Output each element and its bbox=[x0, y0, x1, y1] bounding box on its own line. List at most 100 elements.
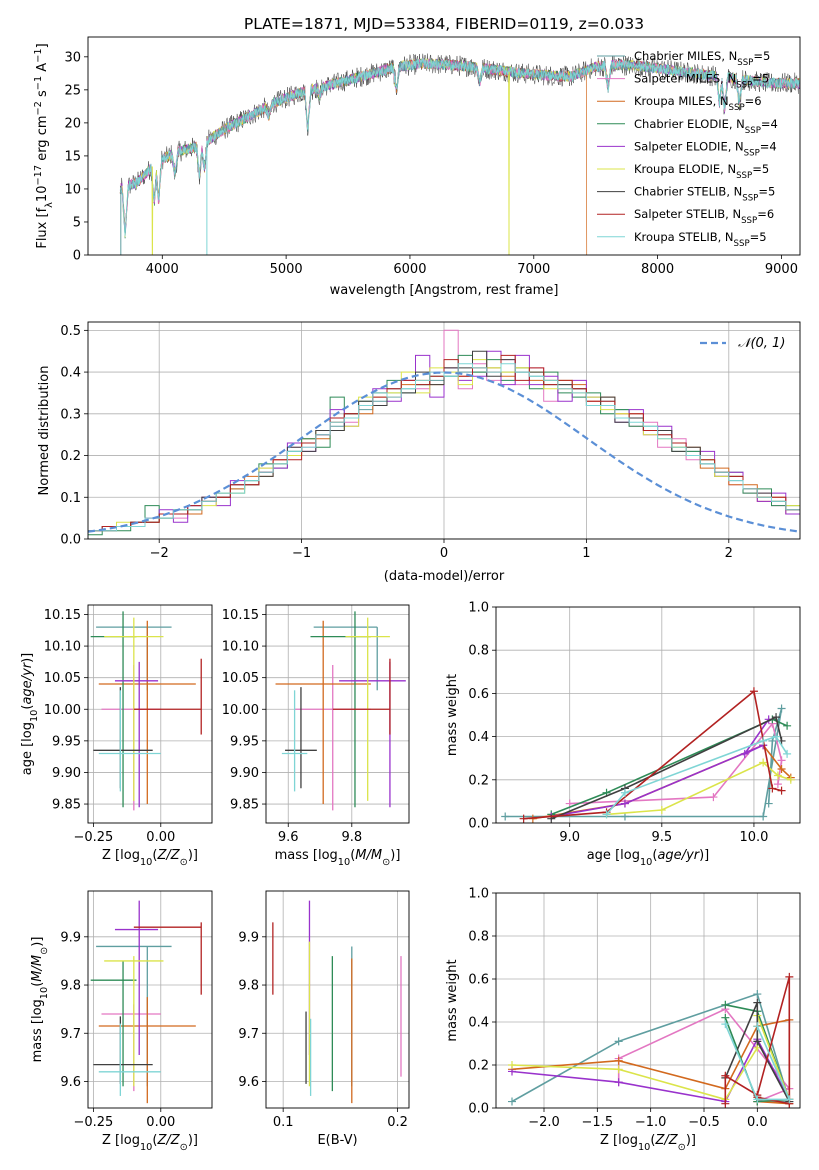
weight-marker bbox=[753, 998, 762, 1007]
weight-marker bbox=[773, 771, 782, 780]
legend-label: Kroupa MILES, NSSP=6 bbox=[634, 94, 762, 113]
y-tick-label: 10.10 bbox=[222, 640, 259, 655]
weight-marker bbox=[773, 780, 782, 789]
y-tick-label: 9.7 bbox=[238, 1027, 259, 1042]
weight-marker bbox=[753, 1095, 762, 1104]
legend-label: Chabrier MILES, NSSP=5 bbox=[634, 49, 770, 68]
legend-label: Salpeter STELIB, NSSP=6 bbox=[634, 207, 774, 226]
x-tick-label: 9.5 bbox=[651, 830, 672, 845]
y-tick-label: 0.2 bbox=[60, 449, 81, 464]
y-tick-label: 0.5 bbox=[60, 324, 81, 339]
weight-marker bbox=[772, 732, 781, 741]
y-tick-label: 0 bbox=[73, 249, 81, 264]
weight-line bbox=[606, 761, 792, 816]
weight-marker bbox=[721, 1000, 730, 1009]
weight-marker bbox=[602, 810, 611, 819]
weight-line bbox=[724, 1023, 791, 1101]
spectrum-ylabel: Flux [fλ10−17 erg cm−2 s−1 A−1] bbox=[33, 43, 55, 248]
weight-marker bbox=[620, 812, 629, 821]
y-tick-label: 0.8 bbox=[468, 930, 489, 945]
plot-area bbox=[266, 605, 409, 823]
legend-label: Salpeter MILES, NSSP=5 bbox=[634, 72, 769, 91]
weight-marker bbox=[783, 721, 792, 730]
y-tick-label: 0.2 bbox=[468, 1059, 489, 1074]
x-tick-label: 5000 bbox=[270, 262, 303, 277]
x-tick-label: 9.0 bbox=[559, 830, 580, 845]
x-tick-label: 4000 bbox=[146, 262, 179, 277]
weight-marker bbox=[777, 786, 786, 795]
y-tick-label: 9.7 bbox=[60, 1027, 81, 1042]
weight-marker bbox=[721, 1071, 730, 1080]
x-tick-label: −1 bbox=[292, 546, 311, 561]
weight-line bbox=[505, 708, 783, 818]
x-tick-label: −1.5 bbox=[582, 1115, 614, 1130]
histogram-series bbox=[88, 367, 800, 539]
x-tick-label: −1.0 bbox=[635, 1115, 667, 1130]
weight-marker bbox=[740, 749, 749, 758]
histogram-series bbox=[88, 350, 800, 539]
x-tick-label: 9.8 bbox=[341, 830, 362, 845]
weight-marker bbox=[614, 1037, 623, 1046]
y-tick-label: 9.6 bbox=[238, 1075, 259, 1090]
x-tick-label: 0.2 bbox=[387, 1115, 408, 1130]
histogram-series bbox=[88, 354, 800, 539]
y-tick-label: 1.0 bbox=[468, 601, 489, 616]
histogram-series bbox=[88, 354, 800, 539]
weight-marker bbox=[783, 749, 792, 758]
z-mass-panel: −0.25 0.00 9.6 9.7 9.8 9.9 Z [log10(Z/Z⊙)] mass… bbox=[30, 890, 213, 1153]
y-tick-label: 30 bbox=[64, 50, 81, 65]
histogram-series bbox=[88, 367, 800, 539]
y-tick-label: 9.95 bbox=[230, 734, 259, 749]
y-tick-label: 15 bbox=[64, 149, 81, 164]
x-tick-label: −0.5 bbox=[688, 1115, 720, 1130]
weight-marker bbox=[764, 799, 773, 808]
weight-marker bbox=[753, 1022, 762, 1031]
weight-line bbox=[605, 735, 788, 815]
weight-marker bbox=[753, 1037, 762, 1046]
mass-age-xlabel: mass [log10(M/M⊙)] bbox=[275, 848, 401, 868]
plot-area bbox=[88, 322, 800, 539]
x-tick-label: 8000 bbox=[641, 262, 674, 277]
y-tick-label: 20 bbox=[64, 116, 81, 131]
z-weight-panel-ylabel: mass weight bbox=[445, 959, 460, 1041]
x-tick-label: 0.00 bbox=[146, 1115, 175, 1130]
z-age-ylabel: age [log10(age/yr)] bbox=[20, 653, 40, 776]
histogram-series bbox=[88, 363, 800, 539]
spectrum-xlabel: wavelength [Angstrom, rest frame] bbox=[330, 283, 559, 298]
x-tick-label: 1 bbox=[582, 546, 590, 561]
y-tick-label: 10.15 bbox=[44, 608, 81, 623]
histogram-xlabel: (data-model)/error bbox=[384, 569, 505, 584]
weight-marker bbox=[620, 788, 629, 797]
x-tick-label: −0.25 bbox=[73, 830, 113, 845]
weight-marker bbox=[772, 713, 781, 722]
plot-area bbox=[496, 893, 800, 1108]
weight-marker bbox=[759, 758, 768, 767]
histogram-series bbox=[88, 359, 800, 539]
axes-frame bbox=[87, 890, 213, 1109]
x-tick-label: 0.00 bbox=[146, 830, 175, 845]
z-age-panel: −0.25 0.00 9.85 9.90 9.95 10.00 10.05 10.10 10.1… bbox=[20, 604, 213, 868]
weight-marker bbox=[620, 799, 629, 808]
x-tick-label: 2 bbox=[725, 546, 733, 561]
axes-frame bbox=[265, 890, 410, 1109]
x-tick-label: −2 bbox=[150, 546, 169, 561]
plot-area bbox=[119, 53, 800, 255]
y-tick-label: 0.4 bbox=[468, 1016, 489, 1031]
y-tick-label: 9.9 bbox=[60, 930, 81, 945]
weight-marker bbox=[759, 736, 768, 745]
y-tick-label: 9.85 bbox=[52, 798, 81, 813]
weight-marker bbox=[508, 1061, 516, 1069]
age-weight-panel: 9.0 9.5 10.0 0.0 0.2 0.4 0.6 0.8 1.0 mass weight a… bbox=[445, 601, 801, 868]
plot-area bbox=[496, 607, 800, 823]
weight-marker bbox=[614, 1056, 623, 1065]
weight-marker bbox=[519, 814, 528, 823]
z-mass-ylabel: mass [log10(M/M⊙)] bbox=[30, 937, 50, 1063]
histogram-ylabel: Normed distribution bbox=[37, 366, 52, 496]
x-tick-label: −2.0 bbox=[528, 1115, 560, 1130]
x-tick-label: 10.0 bbox=[739, 830, 768, 845]
ebv-mass-panel: 0.1 0.2 9.6 9.7 9.8 9.9 E(B-V) bbox=[238, 890, 410, 1148]
x-tick-label: −0.25 bbox=[73, 1115, 113, 1130]
x-tick-label: 0.1 bbox=[273, 1115, 294, 1130]
y-tick-label: 9.90 bbox=[52, 766, 81, 781]
